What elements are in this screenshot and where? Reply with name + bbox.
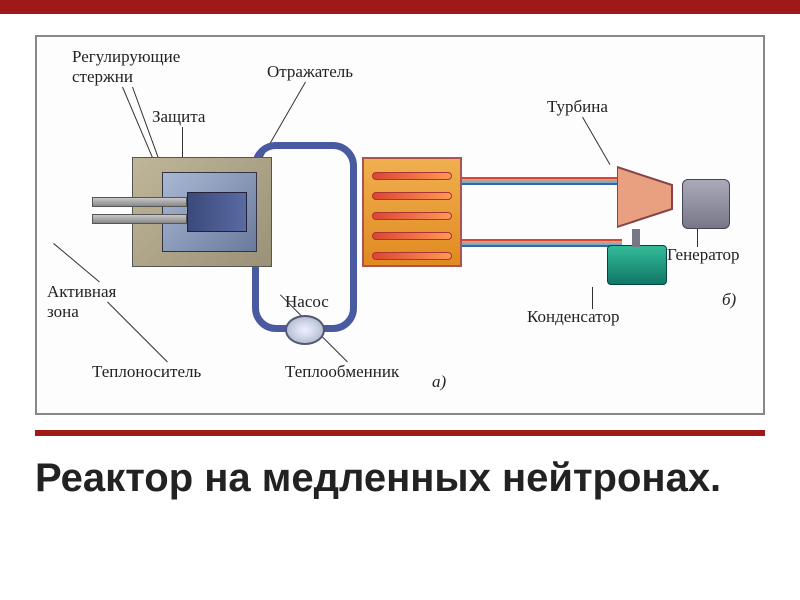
label-coolant: Теплоноситель bbox=[92, 362, 201, 382]
control-rod-1 bbox=[92, 197, 187, 207]
label-turbine: Турбина bbox=[547, 97, 608, 117]
lead-generator bbox=[697, 229, 698, 247]
coil-3 bbox=[372, 212, 452, 220]
control-rod-2 bbox=[92, 214, 187, 224]
label-rods: Регулирующие стержни bbox=[72, 47, 180, 87]
accent-bar-top bbox=[0, 0, 800, 14]
pipe-top bbox=[462, 177, 622, 185]
lead-turbine bbox=[582, 117, 610, 165]
condenser-shape bbox=[607, 245, 667, 285]
coil-2 bbox=[372, 192, 452, 200]
turbine-condenser-link bbox=[632, 229, 640, 247]
pipe-bottom bbox=[462, 239, 622, 247]
generator-shape bbox=[682, 179, 730, 229]
lead-coolant bbox=[107, 302, 168, 363]
accent-bar-divider bbox=[35, 430, 765, 436]
active-zone bbox=[187, 192, 247, 232]
label-generator: Генератор bbox=[667, 245, 740, 265]
label-a: а) bbox=[432, 372, 446, 392]
coil-5 bbox=[372, 252, 452, 260]
label-shield: Защита bbox=[152, 107, 205, 127]
pump-shape bbox=[285, 315, 325, 345]
lead-condenser bbox=[592, 287, 593, 309]
label-hex: Теплообменник bbox=[285, 362, 399, 382]
label-condenser: Конденсатор bbox=[527, 307, 619, 327]
lead-active bbox=[53, 243, 100, 282]
label-reflector: Отражатель bbox=[267, 62, 353, 82]
label-b: б) bbox=[722, 290, 736, 310]
coil-1 bbox=[372, 172, 452, 180]
coil-4 bbox=[372, 232, 452, 240]
diagram-container: Регулирующие стержни Отражатель Защита Т… bbox=[35, 35, 765, 415]
page-title: Реактор на медленных нейтронах. bbox=[35, 455, 721, 501]
